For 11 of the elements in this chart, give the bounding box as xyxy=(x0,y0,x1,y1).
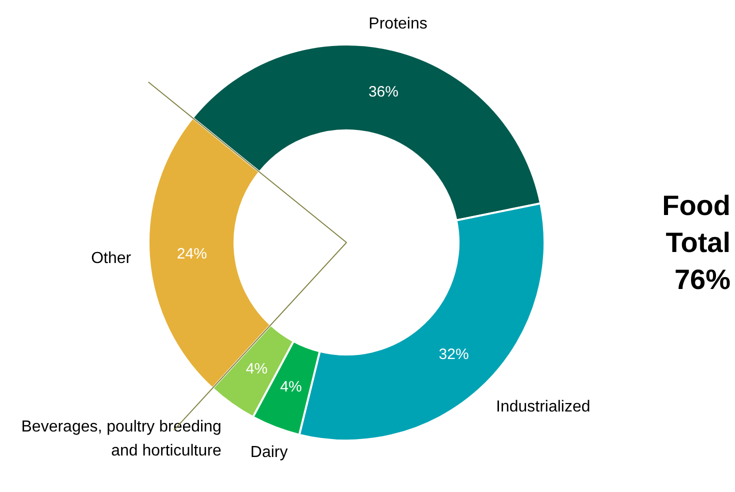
slice-label: Proteins xyxy=(368,16,428,33)
slice-label: Other xyxy=(91,250,132,267)
data-label: 36% xyxy=(368,83,398,100)
slice-label: Industrialized xyxy=(496,398,590,416)
data-label: 4% xyxy=(246,360,268,378)
slice-label: Dairy xyxy=(250,444,288,462)
data-label: 4% xyxy=(280,378,302,396)
slice-label: Beverages, poultry breeding and horticulture xyxy=(21,418,222,460)
data-label: 32% xyxy=(438,346,469,363)
text: Food Total 76% xyxy=(662,190,731,296)
data-label: 24% xyxy=(176,245,207,262)
